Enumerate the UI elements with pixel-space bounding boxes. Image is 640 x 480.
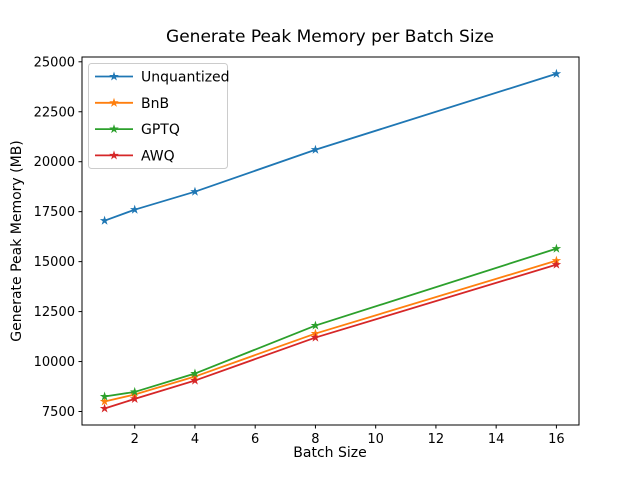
- y-tick-label: 12500: [34, 305, 75, 320]
- x-tick-label: 16: [548, 432, 565, 447]
- data-point-marker-gptq: [190, 368, 200, 378]
- data-point-marker-awq: [129, 393, 140, 403]
- y-tick-label: 25000: [34, 55, 75, 70]
- y-tick-label: 10000: [34, 355, 75, 370]
- x-tick-label: 2: [131, 432, 139, 447]
- data-point-marker-unquantized: [551, 68, 562, 78]
- data-point-marker-gptq: [129, 386, 140, 396]
- legend-entry-label: BnB: [141, 96, 169, 112]
- legend-marker-star: [109, 97, 119, 107]
- x-axis-label: Batch Size: [293, 445, 366, 461]
- chart-title: Generate Peak Memory per Batch Size: [166, 27, 494, 47]
- series-line-gptq: [104, 247, 557, 398]
- legend-marker-star: [109, 124, 119, 134]
- data-point-marker-bnb: [99, 396, 110, 406]
- x-tick-label: 10: [367, 432, 384, 447]
- data-point-marker-gptq: [551, 243, 562, 253]
- series-line-awq: [104, 263, 557, 410]
- data-point-marker-awq: [551, 259, 562, 269]
- x-tick-label: 4: [191, 432, 199, 447]
- y-tick-label: 7500: [42, 405, 75, 420]
- y-tick-label: 22500: [34, 105, 75, 120]
- data-point-marker-unquantized: [190, 186, 200, 196]
- data-point-marker-unquantized: [310, 144, 321, 154]
- y-axis-label: Generate Peak Memory (MB): [9, 140, 25, 342]
- data-point-marker-awq: [190, 375, 200, 385]
- y-tick-label: 15000: [34, 255, 75, 270]
- plot-area: 7500 10000 12500 15000 17500 20000 22500 25000 2…: [34, 55, 580, 447]
- legend-marker-star: [109, 71, 119, 81]
- data-point-marker-unquantized: [99, 215, 110, 225]
- legend-marker-star: [109, 150, 119, 160]
- x-tick-label: 12: [428, 432, 445, 447]
- legend-entry-label: GPTQ: [141, 122, 180, 138]
- y-tick-label: 17500: [34, 205, 75, 220]
- plot-border: [81, 56, 580, 426]
- legend-box: [88, 63, 228, 169]
- x-tick-label: 6: [251, 432, 259, 447]
- y-tick-label: 20000: [34, 155, 75, 170]
- x-tick-label: 8: [311, 432, 319, 447]
- data-point-marker-gptq: [99, 391, 110, 401]
- data-point-marker-awq: [310, 332, 321, 342]
- legend-entry-label: AWQ: [141, 148, 175, 164]
- x-tick-label: 14: [488, 432, 505, 447]
- data-point-marker-awq: [99, 403, 110, 413]
- data-point-marker-gptq: [310, 320, 321, 330]
- legend-entry-label: Unquantized: [141, 70, 230, 86]
- data-point-marker-unquantized: [129, 204, 140, 214]
